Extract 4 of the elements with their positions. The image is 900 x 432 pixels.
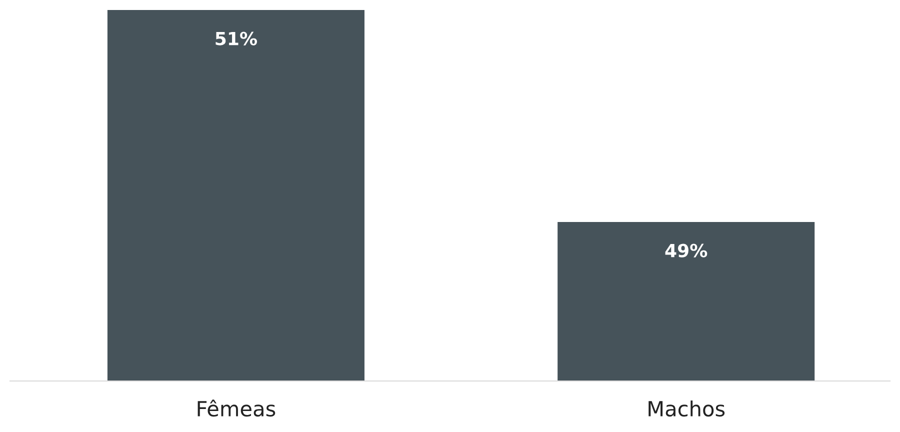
data-label: 49%	[665, 244, 708, 258]
x-tick-label: Machos	[648, 400, 725, 417]
x-tick-label: Fêmeas	[198, 400, 276, 417]
data-label: 51%	[216, 32, 257, 46]
